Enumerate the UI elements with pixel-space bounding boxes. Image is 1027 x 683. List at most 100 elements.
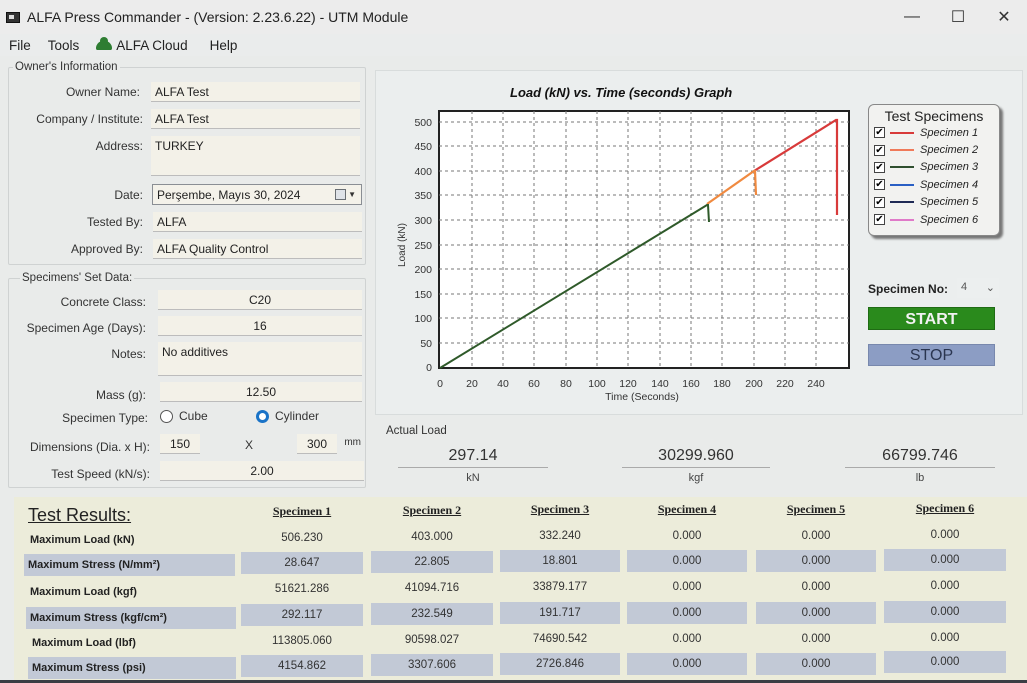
result-header-specimen-5: Specimen 5 [786, 502, 846, 516]
menu-alfa-cloud-label: ALFA Cloud [116, 37, 188, 53]
chart-legend: Test Specimens ✔ Specimen 1 ✔ Specimen 2… [868, 104, 1000, 236]
result-cell: 403.000 [411, 531, 453, 543]
svg-text:400: 400 [414, 166, 432, 178]
specimen-no-select[interactable]: 4 ⌄ [957, 278, 999, 298]
legend-item-specimen-3[interactable]: ✔ Specimen 3 [869, 159, 999, 176]
actual-load-kgf: 30299.960 [622, 446, 770, 468]
test-speed-field[interactable]: 2.00 [160, 461, 364, 481]
window-title: ALFA Press Commander - (Version: 2.23.6.… [27, 9, 409, 25]
legend-label: Specimen 4 [920, 178, 979, 191]
checkbox-checked-icon[interactable]: ✔ [874, 161, 885, 173]
legend-item-specimen-2[interactable]: ✔ Specimen 2 [869, 141, 999, 158]
title-bar: ALFA Press Commander - (Version: 2.23.6.… [0, 0, 1027, 34]
tested-by-field[interactable]: ALFA [153, 212, 362, 232]
date-label: Date: [114, 188, 143, 202]
result-cell: 28.647 [241, 552, 363, 574]
legend-item-specimen-1[interactable]: ✔ Specimen 1 [869, 124, 999, 141]
radio-cylinder[interactable]: Cylinder [256, 409, 319, 423]
date-value: Perşembe, Mayıs 30, 2024 [157, 188, 301, 202]
result-cell: 0.000 [801, 633, 831, 645]
date-picker[interactable]: Perşembe, Mayıs 30, 2024 ▼ [152, 184, 362, 205]
result-cell: 0.000 [672, 633, 702, 645]
result-cell: 113805.060 [272, 635, 332, 647]
svg-text:200: 200 [745, 378, 763, 390]
checkbox-checked-icon[interactable]: ✔ [874, 127, 885, 139]
legend-label: Specimen 2 [920, 144, 979, 157]
actual-load-kgf-unit: kgf [688, 472, 704, 484]
svg-text:200: 200 [414, 264, 432, 276]
specimen-no-label: Specimen No: [868, 282, 949, 296]
line-swatch [890, 218, 914, 221]
result-cell: 0.000 [627, 550, 747, 572]
result-row-label: Maximum Load (kgf) [30, 586, 137, 598]
owner-info-label: Owner's Information [13, 61, 120, 73]
line-swatch [890, 149, 914, 152]
svg-text:350: 350 [414, 190, 432, 202]
mass-label: Mass (g): [95, 388, 146, 402]
result-cell: 90598.027 [404, 634, 460, 646]
legend-item-specimen-4[interactable]: ✔ Specimen 4 [869, 176, 999, 193]
legend-label: Specimen 3 [920, 161, 979, 174]
height-field[interactable]: 300 [297, 434, 337, 454]
result-cell: 0.000 [672, 530, 702, 542]
result-cell: 33879.177 [532, 581, 588, 593]
cloud-icon [96, 36, 113, 50]
legend-label: Specimen 6 [920, 213, 979, 226]
diameter-field[interactable]: 150 [160, 434, 200, 454]
result-header-specimen-3: Specimen 3 [530, 502, 590, 516]
actual-load-kn-unit: kN [466, 472, 480, 484]
svg-text:150: 150 [414, 289, 432, 301]
result-cell: 292.117 [241, 604, 363, 626]
specimen-type-label: Specimen Type: [62, 411, 148, 425]
legend-item-specimen-6[interactable]: ✔ Specimen 6 [869, 211, 999, 228]
result-cell: 0.000 [756, 550, 876, 572]
svg-text:120: 120 [619, 378, 637, 390]
result-cell: 51621.286 [274, 583, 330, 595]
maximize-button[interactable]: ☐ [950, 9, 966, 26]
company-field[interactable]: ALFA Test [151, 109, 360, 129]
specimen-set-group [8, 278, 366, 488]
mass-field[interactable]: 12.50 [160, 382, 362, 402]
specimen-age-field[interactable]: 16 [158, 316, 362, 336]
address-field[interactable]: TURKEY [151, 136, 360, 176]
menu-help[interactable]: Help [209, 37, 238, 53]
checkbox-checked-icon[interactable]: ✔ [874, 196, 885, 208]
result-cell: 0.000 [672, 581, 702, 593]
radio-cube[interactable]: Cube [160, 409, 208, 423]
result-cell: 0.000 [930, 632, 960, 644]
close-button[interactable]: ✕ [997, 9, 1011, 26]
legend-item-specimen-5[interactable]: ✔ Specimen 5 [869, 194, 999, 211]
menu-tools[interactable]: Tools [47, 37, 80, 53]
notes-field[interactable]: No additives [158, 342, 362, 376]
specimen-set-label: Specimens' Set Data: [20, 272, 135, 284]
result-cell: 0.000 [801, 530, 831, 542]
dimension-separator: X [244, 438, 253, 452]
stop-button[interactable]: STOP [868, 344, 995, 366]
svg-text:0: 0 [426, 362, 432, 374]
checkbox-checked-icon[interactable]: ✔ [874, 214, 885, 226]
calendar-dropdown-icon[interactable]: ▼ [335, 189, 356, 200]
menu-file[interactable]: File [9, 37, 31, 53]
menu-alfa-cloud[interactable]: ALFA Cloud [96, 36, 188, 53]
menu-bar: File Tools ALFA Cloud Help [0, 34, 1027, 56]
svg-text:450: 450 [414, 141, 432, 153]
svg-text:250: 250 [414, 240, 432, 252]
start-button[interactable]: START [868, 307, 995, 330]
result-cell: 0.000 [930, 580, 960, 592]
approved-by-field[interactable]: ALFA Quality Control [153, 239, 362, 259]
concrete-class-label: Concrete Class: [60, 295, 146, 309]
checkbox-checked-icon[interactable]: ✔ [874, 179, 885, 191]
approved-by-label: Approved By: [70, 242, 143, 256]
result-cell: 232.549 [371, 603, 493, 625]
window-bottom-edge [0, 680, 1027, 683]
test-results-panel [14, 497, 1027, 683]
owner-name-field[interactable]: ALFA Test [151, 82, 360, 102]
test-results-title: Test Results: [28, 505, 132, 525]
concrete-class-field[interactable]: C20 [158, 290, 362, 310]
result-cell: 4154.862 [241, 655, 363, 677]
specimen-age-label: Specimen Age (Days): [26, 321, 146, 335]
checkbox-checked-icon[interactable]: ✔ [874, 144, 885, 156]
minimize-button[interactable]: — [904, 8, 920, 25]
owner-name-label: Owner Name: [65, 85, 140, 99]
result-cell: 0.000 [801, 581, 831, 593]
